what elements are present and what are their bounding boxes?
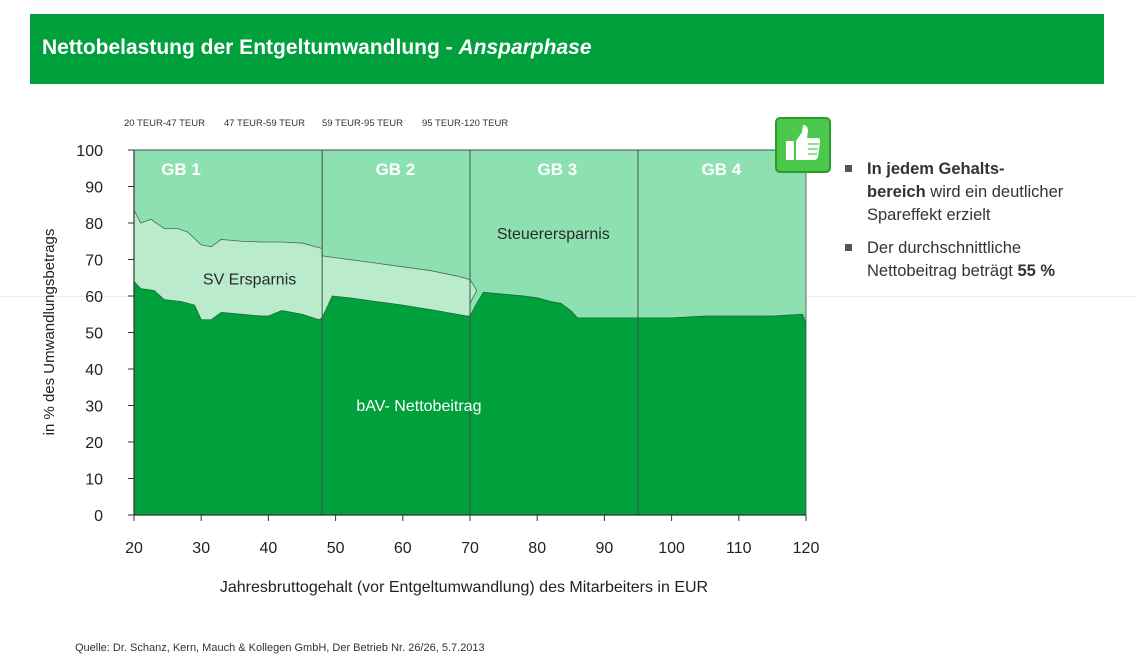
y-tick-label: 100 — [76, 143, 103, 160]
area-annotation-3: bAV- Nettobeitrag — [356, 398, 481, 415]
x-tick-label: 90 — [596, 540, 614, 557]
y-tick-label: 50 — [85, 326, 103, 343]
bullet-item: Der durchschnittliche Nettobeitrag beträ… — [845, 237, 1115, 283]
title-bar: Nettobelastung der Entgeltumwandlung - A… — [30, 14, 1104, 84]
y-tick-label: 40 — [85, 362, 103, 379]
bullet-square-icon — [845, 165, 852, 172]
netto-beitrag-line — [133, 281, 807, 324]
y-axis-title: in % des Umwandlungsbetrags — [41, 229, 58, 436]
title-italic: Ansparphase — [458, 36, 592, 59]
area-annotation-2: Steuerersparnis — [497, 226, 610, 243]
chart-region-lines — [133, 149, 807, 515]
x-tick-label: 80 — [528, 540, 546, 557]
source-note: Quelle: Dr. Schanz, Kern, Mauch & Kolleg… — [75, 642, 485, 654]
region-label-3: GB 3 — [538, 160, 578, 179]
thumbs-up-icon — [775, 117, 831, 173]
bullet-1-bold-b: bereich — [867, 183, 926, 201]
x-tick-label: 20 — [125, 540, 143, 557]
y-tick-label: 0 — [94, 508, 103, 525]
salary-range-1: 20 TEUR-47 TEUR — [124, 118, 205, 129]
key-points: In jedem Gehalts- bereich wird ein deutl… — [845, 158, 1115, 293]
y-tick-label: 10 — [85, 472, 103, 489]
salary-range-2: 47 TEUR-59 TEUR — [224, 118, 305, 129]
region-label-2: GB 2 — [376, 160, 416, 179]
title-main: Nettobelastung der Entgeltumwandlung - — [42, 36, 459, 59]
region-label-1: GB 1 — [161, 160, 201, 179]
y-tick-label: 60 — [85, 289, 103, 306]
salary-range-3: 59 TEUR-95 TEUR — [322, 118, 403, 129]
y-tick-label: 80 — [85, 216, 103, 233]
sv-ersparnis-area — [134, 210, 477, 320]
y-tick-label: 20 — [85, 435, 103, 452]
page-title: Nettobelastung der Entgeltumwandlung - A… — [42, 36, 592, 60]
bullet-item: In jedem Gehalts- bereich wird ein deutl… — [845, 158, 1115, 227]
y-tick-label: 70 — [85, 253, 103, 270]
chart-axes: 0 10 20 30 40 50 60 70 80 90 100 20 30 40 50 60 70 80 90 10… — [41, 143, 819, 596]
bullet-1-text: wird ein deutlicher Spareffekt erzielt — [867, 183, 1064, 224]
x-tick-label: 120 — [793, 540, 820, 557]
chart-labels: GB 1 GB 2 GB 3 GB 4 SV Ersparnis Steuererspar… — [161, 160, 742, 415]
salary-range-4: 95 TEUR-120 TEUR — [422, 118, 509, 129]
bullet-2-bold: 55 % — [1017, 262, 1056, 280]
bullet-square-icon — [845, 244, 852, 251]
bullet-1-bold-a: In jedem Gehalts- — [867, 160, 1005, 178]
x-tick-label: 40 — [260, 540, 278, 557]
area-annotation-1: SV Ersparnis — [203, 271, 296, 288]
sv-ersparnis-line — [133, 210, 478, 304]
y-tick-label: 30 — [85, 399, 103, 416]
x-tick-label: 60 — [394, 540, 412, 557]
region-label-4: GB 4 — [701, 160, 741, 179]
bullet-2-text: Der durchschnittliche Nettobeitrag beträ… — [867, 239, 1022, 280]
x-axis-title: Jahresbruttogehalt (vor Entgeltumwandlun… — [220, 579, 708, 596]
y-tick-label: 90 — [85, 180, 103, 197]
x-tick-label: 70 — [461, 540, 479, 557]
x-tick-label: 30 — [192, 540, 210, 557]
x-tick-label: 50 — [327, 540, 345, 557]
x-tick-label: 110 — [726, 540, 752, 557]
x-tick-label: 100 — [658, 540, 685, 557]
